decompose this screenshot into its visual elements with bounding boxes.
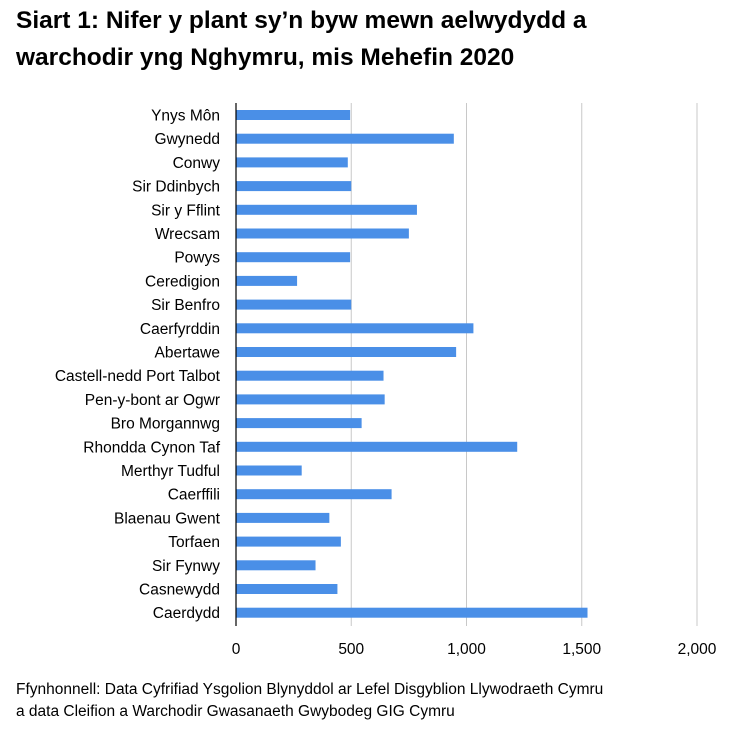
bar-19 bbox=[236, 536, 341, 547]
category-label: Sir Fynwy bbox=[152, 558, 220, 575]
category-label: Bro Morgannwg bbox=[111, 416, 220, 433]
category-label: Powys bbox=[174, 250, 220, 267]
bar-6 bbox=[236, 228, 409, 239]
category-label: Wrecsam bbox=[155, 226, 220, 243]
x-tick-label: 1,000 bbox=[447, 641, 486, 658]
category-label: Blaenau Gwent bbox=[114, 510, 221, 527]
source-line-1: Ffynhonnell: Data Cyfrifiad Ysgolion Bly… bbox=[16, 681, 604, 698]
category-label: Sir y Fflint bbox=[151, 202, 221, 219]
x-tick-label: 2,000 bbox=[678, 641, 717, 658]
category-label: Gwynedd bbox=[155, 131, 220, 148]
category-label: Pen-y-bont ar Ogwr bbox=[85, 392, 220, 409]
bar-4 bbox=[236, 181, 352, 192]
category-label: Caerffili bbox=[168, 487, 220, 504]
category-label: Caerfyrddin bbox=[140, 321, 220, 338]
chart-title-line-1: Siart 1: Nifer y plant sy’n byw mewn ael… bbox=[16, 7, 587, 34]
category-label: Abertawe bbox=[155, 345, 220, 362]
bar-18 bbox=[236, 512, 330, 523]
category-label: Ceredigion bbox=[145, 273, 220, 290]
bar-5 bbox=[236, 204, 417, 215]
bar-12 bbox=[236, 370, 384, 381]
bar-2 bbox=[236, 133, 454, 144]
bar-21 bbox=[236, 584, 338, 594]
bar-3 bbox=[236, 157, 348, 168]
category-label: Merthyr Tudful bbox=[121, 463, 220, 480]
bar-7 bbox=[236, 252, 351, 263]
category-label: Rhondda Cynon Taf bbox=[83, 439, 220, 456]
bar-16 bbox=[236, 465, 302, 476]
x-tick-label: 1,500 bbox=[562, 641, 601, 658]
chart-title: Siart 1: Nifer y plant sy’n byw mewn ael… bbox=[16, 2, 716, 76]
category-label: Ynys Môn bbox=[151, 108, 220, 125]
category-label: Caerdydd bbox=[153, 605, 220, 622]
bar-1 bbox=[236, 110, 351, 120]
bar-17 bbox=[236, 489, 392, 500]
x-tick-label: 0 bbox=[232, 641, 241, 658]
bar-13 bbox=[236, 394, 385, 405]
bar-8 bbox=[236, 275, 298, 286]
bar-11 bbox=[236, 347, 457, 357]
category-label: Castell-nedd Port Talbot bbox=[55, 368, 221, 385]
source-note: Ffynhonnell: Data Cyfrifiad Ysgolion Bly… bbox=[16, 679, 726, 723]
source-line-2: a data Cleifion a Warchodir Gwasanaeth G… bbox=[16, 703, 455, 720]
bar-14 bbox=[236, 418, 362, 429]
bar-chart: Ynys Môn Gwynedd Conwy Sir Ddinbych Sir y Ff… bbox=[55, 103, 717, 658]
chart-title-line-2: warchodir yng Nghymru, mis Mehefin 2020 bbox=[16, 44, 515, 71]
x-tick-label: 500 bbox=[338, 641, 364, 658]
bar-20 bbox=[236, 560, 316, 571]
category-label: Torfaen bbox=[168, 534, 220, 551]
bar-9 bbox=[236, 299, 352, 310]
category-label: Sir Benfro bbox=[151, 297, 220, 314]
category-label: Sir Ddinbych bbox=[132, 179, 220, 196]
bar-22 bbox=[236, 607, 588, 618]
bar-15 bbox=[236, 441, 518, 452]
category-label: Casnewydd bbox=[139, 582, 220, 599]
category-label: Conwy bbox=[173, 155, 221, 172]
bar-10 bbox=[236, 323, 474, 334]
